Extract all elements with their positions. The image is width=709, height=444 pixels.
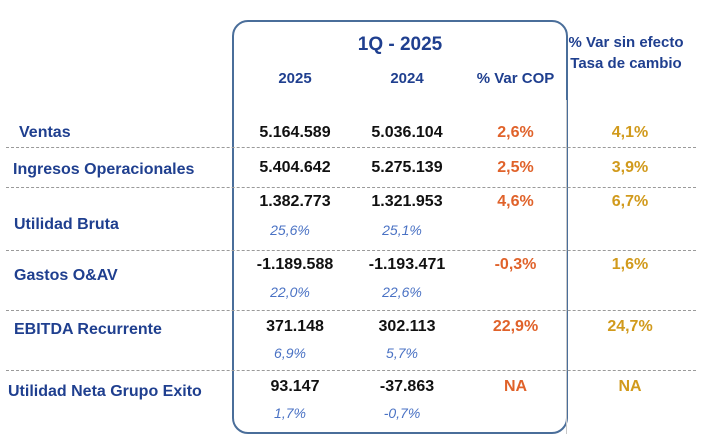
value-2025-utilidad-bruta: 1.382.773 bbox=[259, 193, 331, 210]
var-fx-utilidad-neta: NA bbox=[618, 378, 642, 395]
row-separator bbox=[6, 147, 696, 148]
pct-2024-ebitda: 5,7% bbox=[386, 345, 418, 361]
highlight-frame bbox=[232, 20, 568, 434]
row-separator bbox=[6, 187, 696, 188]
var-cop-utilidad-bruta: 4,6% bbox=[497, 193, 534, 210]
pct-2025-ebitda: 6,9% bbox=[274, 345, 306, 361]
row-separator bbox=[6, 250, 696, 251]
pct-2025-utilidad-neta: 1,7% bbox=[274, 405, 306, 421]
row-label-utilidad-bruta: Utilidad Bruta bbox=[14, 216, 119, 233]
pct-2025-utilidad-bruta: 25,6% bbox=[270, 222, 310, 238]
row-label-ebitda: EBITDA Recurrente bbox=[14, 321, 162, 338]
var-fx-gastos: 1,6% bbox=[611, 256, 649, 273]
pct-2025-gastos: 22,0% bbox=[270, 284, 310, 300]
pct-2024-utilidad-neta: -0,7% bbox=[383, 405, 421, 421]
column-header-var-cop: % Var COP bbox=[476, 70, 555, 87]
var-cop-ventas: 2,6% bbox=[497, 124, 534, 141]
row-label-utilidad-neta: Utilidad Neta Grupo Exito bbox=[8, 383, 202, 400]
value-2025-utilidad-neta: 93.147 bbox=[270, 378, 320, 395]
column-header-var-fx: % Var sin efecto Tasa de cambio bbox=[568, 34, 684, 72]
row-label-ingresos: Ingresos Operacionales bbox=[13, 161, 195, 178]
row-separator bbox=[6, 370, 696, 371]
var-cop-ingresos: 2,5% bbox=[497, 159, 534, 176]
var-cop-ebitda: 22,9% bbox=[492, 318, 539, 335]
pct-2024-gastos: 22,6% bbox=[382, 284, 422, 300]
var-cop-utilidad-neta: NA bbox=[503, 378, 528, 395]
var-fx-ventas: 4,1% bbox=[611, 124, 649, 141]
value-2025-ingresos: 5.404.642 bbox=[259, 159, 331, 176]
row-label-gastos: Gastos O&AV bbox=[14, 267, 118, 284]
column-header-2024: 2024 bbox=[390, 70, 424, 87]
var-cop-gastos: -0,3% bbox=[494, 256, 537, 273]
value-2024-ventas: 5.036.104 bbox=[371, 124, 443, 141]
value-2025-ventas: 5.164.589 bbox=[259, 124, 331, 141]
value-2025-gastos: -1.189.588 bbox=[256, 256, 334, 273]
column-divider bbox=[566, 100, 567, 434]
period-header: 1Q - 2025 bbox=[357, 34, 443, 55]
row-label-ventas: Ventas bbox=[19, 124, 71, 141]
var-fx-utilidad-bruta: 6,7% bbox=[611, 193, 649, 210]
column-header-2025: 2025 bbox=[278, 70, 312, 87]
value-2024-utilidad-bruta: 1.321.953 bbox=[371, 193, 443, 210]
var-fx-ebitda: 24,7% bbox=[607, 318, 653, 335]
pct-2024-utilidad-bruta: 25,1% bbox=[382, 222, 422, 238]
value-2024-ingresos: 5.275.139 bbox=[371, 159, 443, 176]
row-separator bbox=[6, 310, 696, 311]
value-2024-gastos: -1.193.471 bbox=[368, 256, 446, 273]
var-fx-ingresos: 3,9% bbox=[611, 159, 649, 176]
value-2024-utilidad-neta: -37.863 bbox=[379, 378, 435, 395]
value-2024-ebitda: 302.113 bbox=[378, 318, 436, 335]
value-2025-ebitda: 371.148 bbox=[266, 318, 324, 335]
